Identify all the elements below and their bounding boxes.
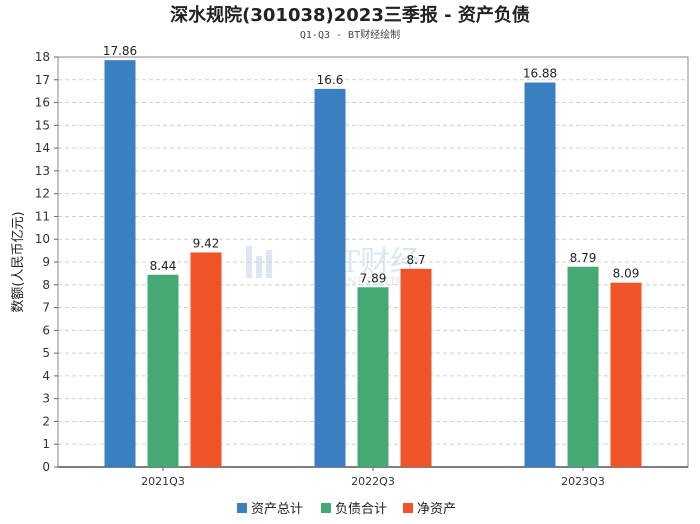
bar [147, 274, 179, 467]
data-label: 16.6 [317, 73, 344, 87]
y-tick-label: 17 [35, 73, 50, 87]
x-tick-label: 2022Q3 [351, 475, 395, 488]
x-tick-label: 2023Q3 [561, 475, 605, 488]
bar [400, 268, 432, 467]
data-label: 8.09 [613, 267, 640, 281]
y-tick-label: 6 [42, 323, 50, 337]
y-tick-label: 5 [42, 346, 50, 360]
y-tick-label: 14 [35, 141, 50, 155]
data-label: 16.88 [523, 67, 557, 81]
y-tick-label: 13 [35, 164, 50, 178]
bar [104, 60, 136, 467]
chart-subtitle: Q1-Q3 - BT财经绘制 [300, 28, 400, 41]
legend-swatch [403, 503, 413, 513]
y-tick-label: 15 [35, 118, 50, 132]
x-tick-label: 2021Q3 [141, 475, 185, 488]
legend-label: 负债合计 [335, 502, 387, 517]
bar [567, 266, 599, 467]
y-tick-label: 0 [42, 460, 50, 474]
legend-label: 净资产 [417, 502, 456, 517]
data-label: 8.79 [570, 251, 597, 265]
y-tick-label: 3 [42, 392, 50, 406]
bar [610, 282, 642, 467]
y-tick-label: 7 [42, 301, 50, 315]
legend-swatch [321, 503, 331, 513]
y-axis-label: 数额(人民币亿元) [11, 211, 26, 312]
y-tick-label: 18 [35, 50, 50, 64]
y-tick-label: 9 [42, 255, 50, 269]
bar [524, 82, 556, 467]
y-tick-label: 4 [42, 369, 50, 383]
bar [357, 287, 389, 467]
y-tick-label: 16 [35, 96, 50, 110]
y-tick-label: 10 [35, 232, 50, 246]
chart-title: 深水规院(301038)2023三季报 - 资产负债 [170, 4, 530, 26]
y-tick-label: 1 [42, 437, 50, 451]
bar [314, 88, 346, 467]
data-label: 17.86 [103, 44, 137, 58]
data-label: 7.89 [360, 271, 387, 285]
legend-swatch [237, 503, 247, 513]
y-tick-label: 11 [35, 209, 50, 223]
bar [190, 252, 222, 467]
data-label: 9.42 [193, 236, 220, 250]
data-label: 8.44 [150, 259, 177, 273]
data-label: 8.7 [406, 253, 425, 267]
y-tick-label: 8 [42, 278, 50, 292]
y-tick-label: 12 [35, 187, 50, 201]
y-tick-label: 2 [42, 414, 50, 428]
legend-label: 资产总计 [251, 502, 303, 517]
